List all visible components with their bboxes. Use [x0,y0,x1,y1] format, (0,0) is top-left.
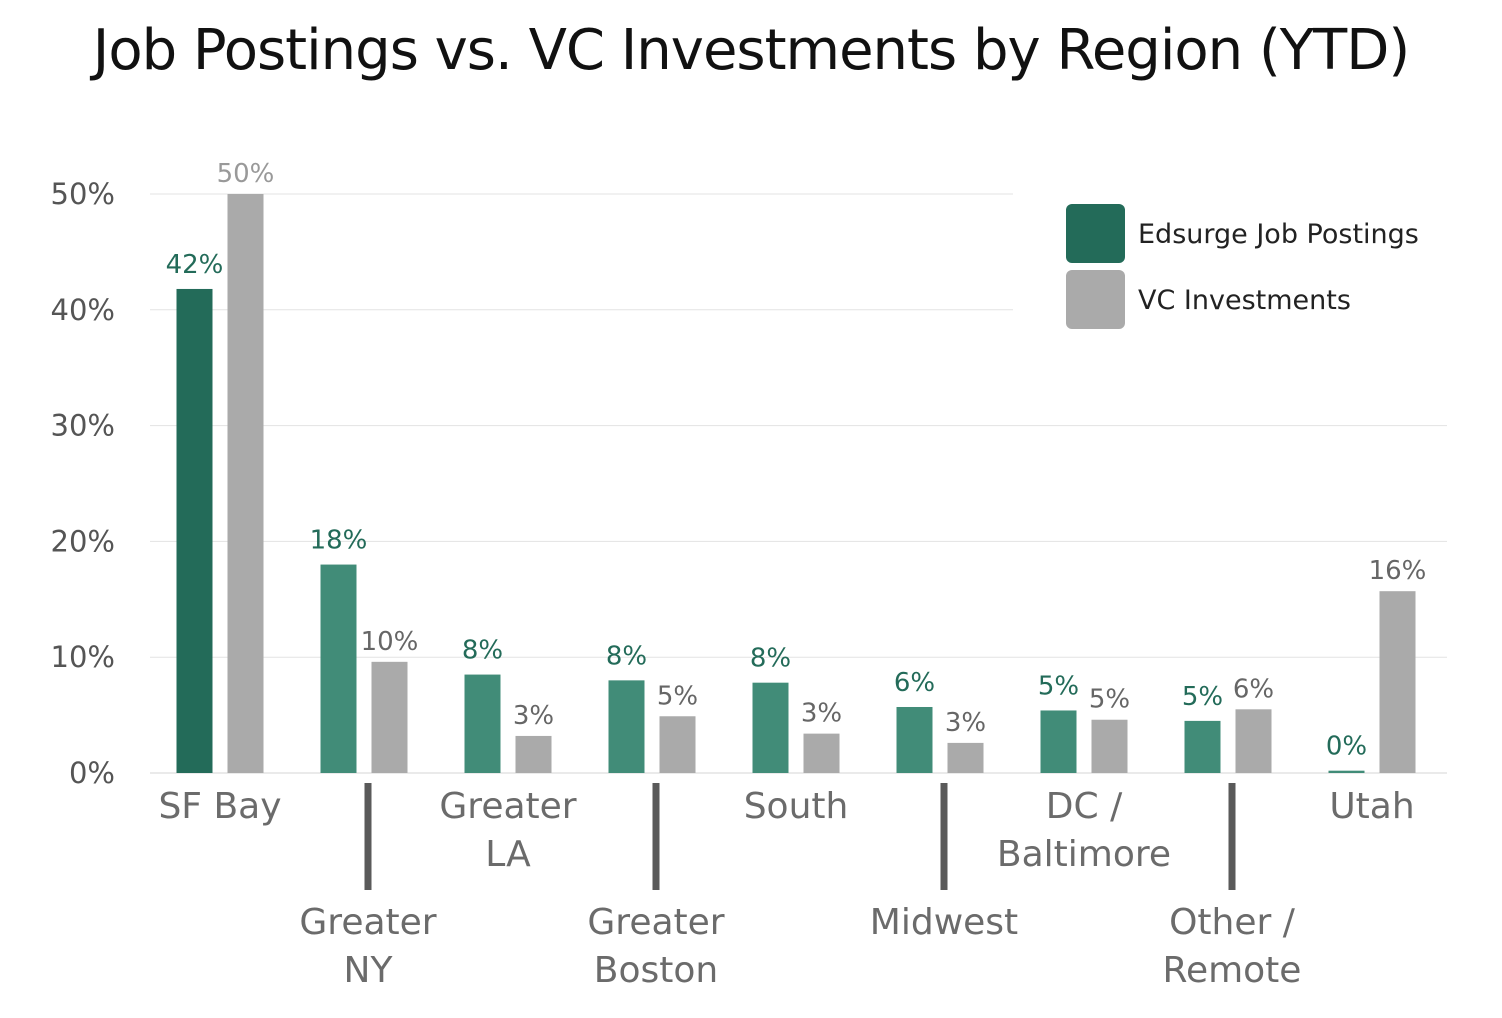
vc-investments-label: 6% [1233,674,1274,704]
vc-investments-label: 5% [1089,685,1130,715]
legend: Edsurge Job Postings VC Investments [1066,204,1419,329]
chart-title: Job Postings vs. VC Investments by Regio… [92,18,1410,83]
job-postings-label: 8% [606,641,647,671]
legend-swatch [1066,204,1125,263]
category-label: LA [485,834,531,875]
category-label: SF Bay [158,786,281,827]
category-label: DC / [1046,786,1123,827]
vc-investments-label: 3% [801,699,842,729]
y-axis-ticks: 0% 10% 20% 30% 40% 50% [51,177,115,790]
y-tick-label: 10% [51,640,115,674]
data-labels: 42% 50% 18% 10% 8% 3% 8% 5% 8% 3% 6% 3% 5% 5% 5% 6% 0% 16… [166,159,1427,762]
job-postings-label: 42% [166,250,224,280]
category-label: Boston [594,950,718,991]
category-label: Greater [299,902,436,943]
vc-investments-bar [947,742,984,773]
job-postings-bar [1328,770,1365,773]
category-label: Greater [587,902,724,943]
job-postings-label: 0% [1326,732,1367,762]
vc-investments-label: 3% [513,701,554,731]
y-tick-label: 40% [51,293,115,327]
vc-investments-bar [227,194,264,773]
y-tick-label: 30% [51,409,115,443]
job-postings-bar [1040,710,1077,773]
vc-investments-bar [1235,709,1272,773]
category-label: Midwest [870,902,1018,943]
vc-investments-bar [515,735,552,773]
vc-investments-bar [1091,719,1128,773]
job-postings-bar [608,680,645,773]
vc-investments-bar [1379,591,1416,773]
legend-label: Edsurge Job Postings [1138,219,1419,250]
category-label: South [744,786,849,827]
y-tick-label: 20% [51,524,115,558]
job-postings-bar [320,564,357,773]
legend-label: VC Investments [1138,285,1351,316]
vc-investments-label: 50% [217,159,275,189]
category-label: NY [344,950,394,991]
job-postings-bar [1184,720,1221,773]
category-label: Other / [1169,902,1296,943]
job-postings-label: 5% [1182,682,1223,712]
vc-investments-bar [803,733,840,773]
job-postings-label: 8% [462,636,503,666]
job-postings-label: 18% [310,526,368,556]
category-label: Baltimore [997,834,1171,875]
y-tick-label: 0% [69,756,115,790]
vc-investments-label: 3% [945,708,986,738]
vc-investments-label: 5% [657,681,698,711]
job-postings-bar [176,288,213,773]
vc-investments-label: 16% [1369,556,1427,586]
vc-investments-bar [659,716,696,773]
job-postings-label: 8% [750,644,791,674]
category-labels: SF Bay Greater NY Greater LA Greater Boston Sou… [158,783,1415,991]
vc-investments-bar [371,661,408,773]
legend-swatch [1066,270,1125,329]
job-postings-label: 6% [894,668,935,698]
gridlines [150,193,1447,774]
category-label: Remote [1163,950,1302,991]
bars [176,194,1416,773]
job-postings-label: 5% [1038,671,1079,701]
job-postings-bar [464,674,501,773]
job-postings-bar [752,682,789,773]
category-label: Utah [1329,786,1414,827]
category-label: Greater [439,786,576,827]
job-postings-bar [896,706,933,773]
vc-investments-label: 10% [361,627,419,657]
y-tick-label: 50% [51,177,115,211]
